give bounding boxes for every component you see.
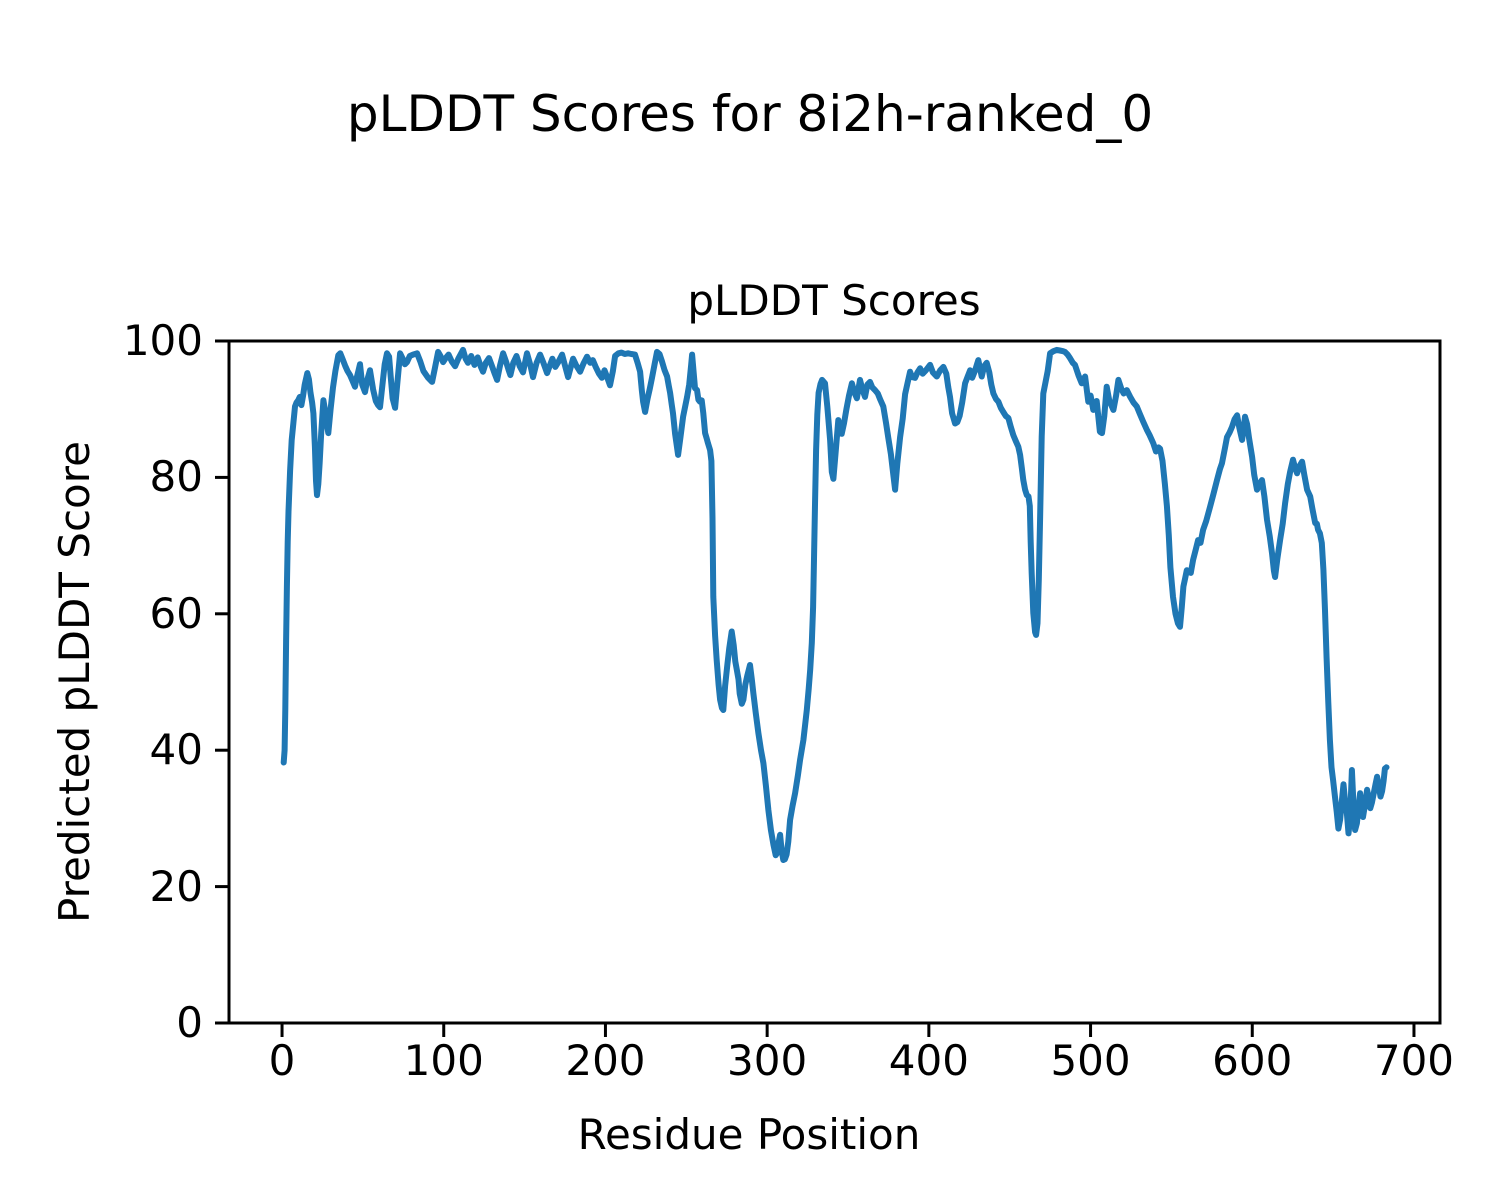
plddt-line xyxy=(280,346,1390,863)
x-tick-label: 600 xyxy=(1212,1036,1293,1085)
x-tick-label: 700 xyxy=(1373,1036,1455,1085)
x-tick-label: 0 xyxy=(268,1036,296,1085)
axes-frame xyxy=(227,339,1442,1025)
y-tick-label: 20 xyxy=(149,861,203,911)
x-tick-label: 400 xyxy=(888,1036,969,1085)
axes-title: pLDDT Scores xyxy=(687,276,981,325)
y-tick-label: 0 xyxy=(176,998,203,1047)
x-tick-marks xyxy=(280,1023,1416,1037)
y-tick-label: 40 xyxy=(149,725,203,775)
y-tick-label: 60 xyxy=(149,588,203,638)
y-tick-marks xyxy=(215,339,229,1025)
x-tick-label: 100 xyxy=(403,1036,484,1085)
x-axis-label: Residue Position xyxy=(577,1110,921,1159)
x-tick-label: 300 xyxy=(727,1036,808,1085)
figure-title: pLDDT Scores for 8i2h-ranked_0 xyxy=(346,85,1154,143)
y-tick-label: 80 xyxy=(149,452,203,502)
x-tick-label: 500 xyxy=(1050,1036,1131,1085)
y-tick-label: 100 xyxy=(122,316,203,365)
x-tick-label: 200 xyxy=(565,1036,646,1085)
